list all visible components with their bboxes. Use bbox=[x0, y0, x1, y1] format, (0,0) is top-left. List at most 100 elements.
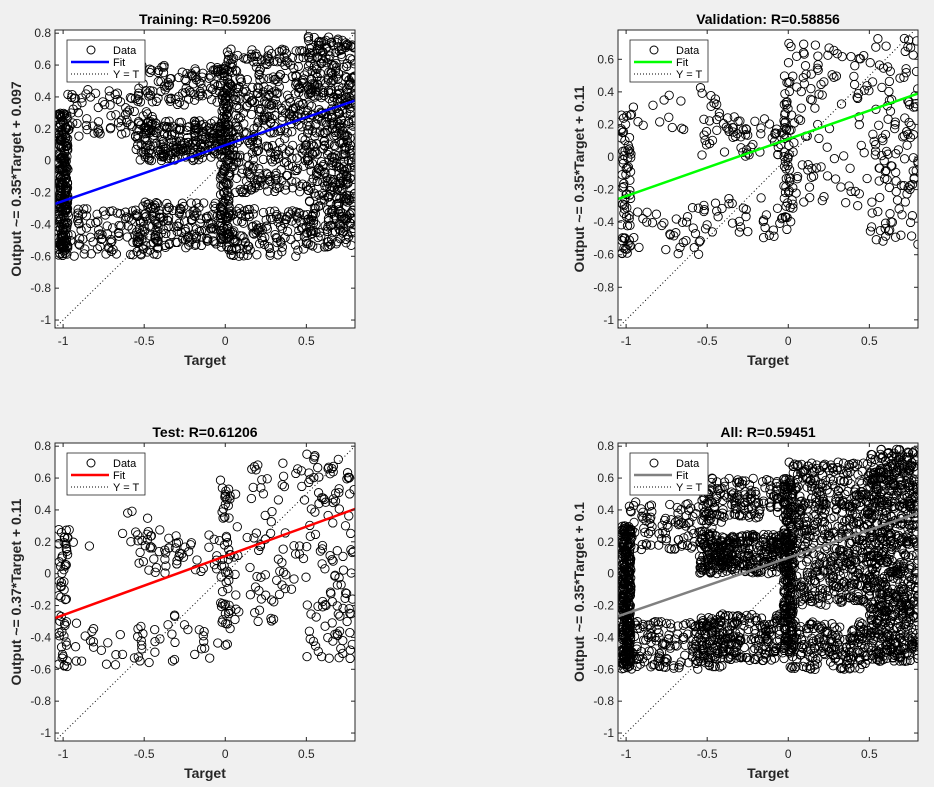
data-point bbox=[199, 626, 209, 637]
data-point bbox=[73, 213, 84, 224]
data-point bbox=[317, 544, 327, 554]
data-point bbox=[328, 494, 339, 504]
data-point bbox=[331, 488, 341, 498]
data-point bbox=[699, 537, 709, 548]
data-point bbox=[715, 488, 726, 499]
data-point bbox=[699, 507, 710, 518]
data-point bbox=[890, 120, 900, 130]
data-point bbox=[235, 184, 245, 195]
data-point bbox=[785, 202, 795, 213]
data-point bbox=[685, 618, 695, 628]
data-point bbox=[806, 83, 816, 94]
data-point bbox=[58, 151, 68, 161]
data-point bbox=[320, 600, 330, 610]
data-point bbox=[278, 471, 289, 481]
data-point bbox=[896, 230, 906, 240]
data-point bbox=[758, 655, 768, 666]
data-point bbox=[55, 177, 64, 187]
x-tick-label: 0 bbox=[785, 334, 792, 348]
data-point bbox=[733, 116, 743, 127]
data-point bbox=[784, 165, 795, 175]
data-point bbox=[147, 119, 158, 129]
data-point bbox=[333, 454, 343, 465]
data-point bbox=[679, 124, 689, 135]
data-point bbox=[870, 146, 881, 156]
data-point bbox=[293, 80, 303, 90]
data-point bbox=[706, 540, 716, 550]
data-point bbox=[131, 144, 141, 155]
data-point bbox=[727, 650, 737, 660]
data-point bbox=[308, 241, 318, 251]
data-point bbox=[309, 32, 319, 43]
data-point bbox=[138, 556, 149, 567]
data-point bbox=[140, 123, 150, 133]
data-point bbox=[328, 636, 338, 646]
data-point bbox=[622, 111, 632, 121]
data-point bbox=[271, 232, 281, 243]
data-point bbox=[734, 216, 744, 227]
data-point bbox=[280, 185, 291, 195]
data-point bbox=[644, 646, 654, 656]
data-point bbox=[305, 121, 315, 131]
data-point bbox=[730, 498, 740, 508]
data-point bbox=[149, 554, 159, 564]
data-point bbox=[823, 50, 833, 60]
y-tick-label: -0.6 bbox=[30, 249, 51, 263]
data-point bbox=[626, 153, 636, 163]
data-point bbox=[717, 609, 728, 619]
data-point bbox=[717, 508, 728, 518]
data-point bbox=[282, 128, 293, 138]
data-point bbox=[95, 241, 105, 252]
data-point bbox=[225, 491, 235, 501]
data-point bbox=[791, 188, 801, 198]
data-point bbox=[302, 651, 312, 662]
data-point bbox=[669, 231, 679, 241]
data-point bbox=[299, 70, 310, 80]
data-point bbox=[690, 628, 700, 639]
data-point bbox=[811, 163, 822, 173]
data-point bbox=[189, 116, 200, 127]
data-point bbox=[332, 151, 342, 161]
data-point bbox=[877, 82, 887, 93]
data-point bbox=[312, 176, 322, 186]
data-point bbox=[272, 174, 282, 184]
data-point bbox=[901, 68, 911, 78]
legend-label: Y = T bbox=[113, 69, 139, 81]
data-point bbox=[874, 176, 884, 186]
data-point bbox=[739, 642, 749, 653]
data-point bbox=[741, 652, 751, 663]
data-point bbox=[269, 75, 279, 85]
data-point bbox=[327, 618, 337, 628]
data-point bbox=[242, 532, 252, 543]
data-point bbox=[84, 541, 95, 551]
data-point bbox=[694, 237, 704, 247]
data-point bbox=[277, 242, 288, 252]
data-point bbox=[108, 244, 118, 255]
data-point bbox=[344, 604, 354, 614]
data-point bbox=[645, 514, 655, 524]
data-point bbox=[327, 97, 338, 107]
data-point bbox=[738, 543, 748, 553]
data-point bbox=[61, 539, 71, 549]
data-point bbox=[164, 80, 175, 90]
data-point bbox=[326, 88, 336, 98]
data-point bbox=[342, 213, 353, 223]
data-point bbox=[629, 543, 640, 553]
data-point bbox=[794, 114, 804, 124]
data-point bbox=[158, 224, 168, 235]
data-point bbox=[745, 559, 755, 569]
data-point bbox=[779, 193, 789, 204]
data-point bbox=[262, 224, 272, 234]
data-point bbox=[829, 153, 840, 164]
data-point bbox=[249, 533, 259, 543]
data-point bbox=[348, 116, 355, 126]
data-point bbox=[333, 630, 343, 641]
y-tick-label: 0.8 bbox=[34, 439, 51, 453]
data-point bbox=[142, 135, 152, 145]
data-point bbox=[635, 659, 645, 669]
data-point bbox=[61, 544, 71, 554]
regression-panel-3: -1 -0.5 0 0.5-1-0.8-0.6-0.4-0.200.20.40.60.… bbox=[8, 424, 356, 781]
data-point bbox=[718, 118, 729, 129]
